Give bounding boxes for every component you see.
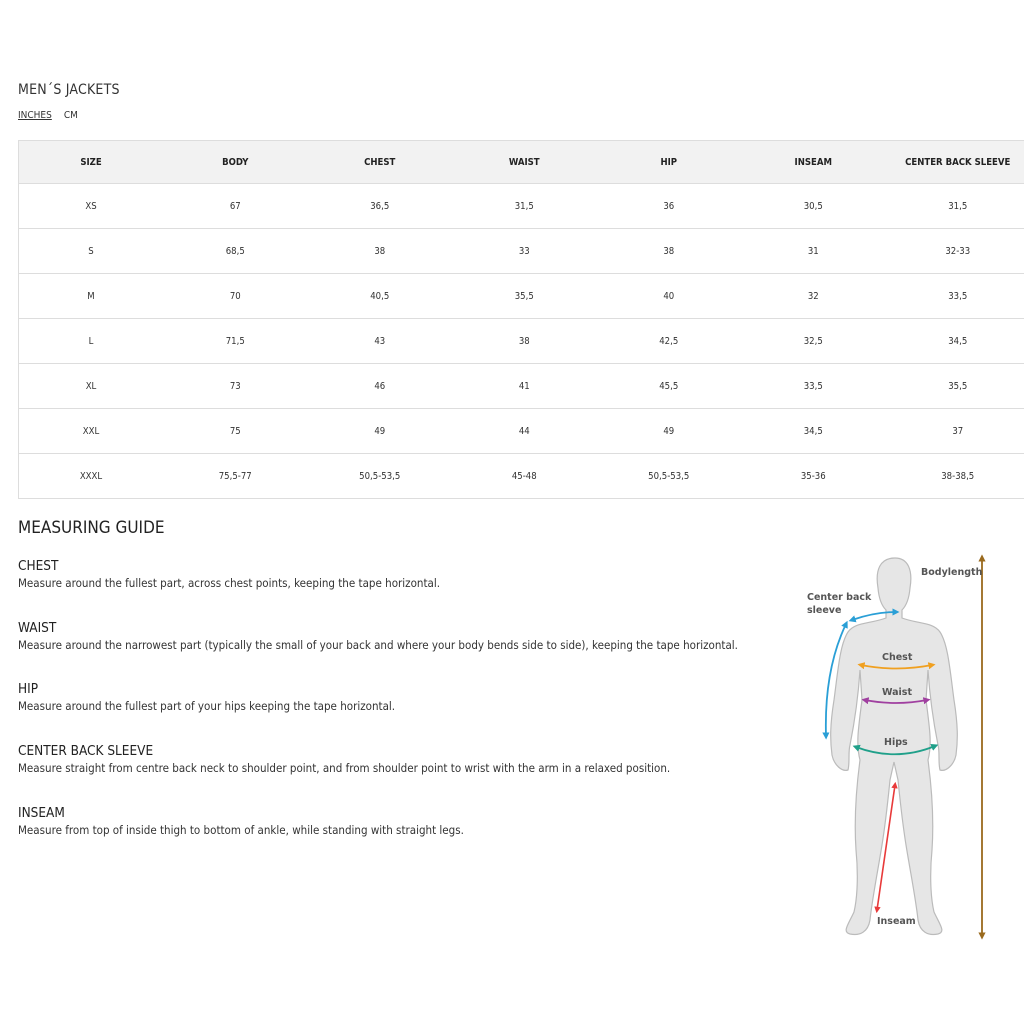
label-inseam: Inseam xyxy=(877,916,916,927)
table-cell: 67 xyxy=(163,183,308,229)
table-cell: 35-36 xyxy=(741,453,886,499)
guide-section: INSEAM Measure from top of inside thigh t… xyxy=(18,805,464,837)
table-cell: 50,5-53,5 xyxy=(307,453,452,499)
guide-section-title: INSEAM xyxy=(18,805,65,821)
label-bodylength: Bodylength xyxy=(921,567,983,578)
guide-section-text: Measure around the narrowest part (typic… xyxy=(18,638,738,652)
table-cell: 38 xyxy=(596,228,741,274)
table-row: XXXL 75,5-77 50,5-53,5 45-48 50,5-53,5 35-36 3… xyxy=(18,453,1024,499)
table-cell: 71,5 xyxy=(163,318,308,364)
column-header: CENTER BACK SLEEVE xyxy=(885,140,1024,184)
table-cell: XS xyxy=(18,183,163,229)
guide-section-text: Measure from top of inside thigh to bott… xyxy=(18,823,464,837)
guide-section: CHEST Measure around the fullest part, ac… xyxy=(18,558,440,590)
table-cell: 36 xyxy=(596,183,741,229)
guide-section-text: Measure around the fullest part of your … xyxy=(18,699,396,713)
sleeve-arrow-shoulder xyxy=(848,608,900,623)
table-cell: 31,5 xyxy=(452,183,597,229)
table-cell: XL xyxy=(18,363,163,409)
table-cell: 34,5 xyxy=(741,408,886,454)
body-measurement-figure: Bodylength Center back sleeve Chest Wais… xyxy=(807,554,986,940)
table-row: XS 67 36,5 31,5 36 30,5 31,5 xyxy=(18,183,1024,229)
table-row: L 71,5 43 38 42,5 32,5 34,5 xyxy=(18,318,1024,364)
measuring-guide-heading: MEASURING GUIDE xyxy=(18,518,165,538)
column-header: CHEST xyxy=(307,140,452,184)
sleeve-arrow-arm xyxy=(822,620,848,740)
table-row: XL 73 46 41 45,5 33,5 35,5 xyxy=(18,363,1024,409)
table-cell: 36,5 xyxy=(307,183,452,229)
table-cell: 40,5 xyxy=(307,273,452,319)
table-cell: 49 xyxy=(307,408,452,454)
table-cell: 70 xyxy=(163,273,308,319)
label-center-back: Center back xyxy=(807,592,872,603)
table-cell: 31 xyxy=(741,228,886,274)
table-cell: 43 xyxy=(307,318,452,364)
guide-section: HIP Measure around the fullest part of yo… xyxy=(18,681,395,713)
table-cell: 35,5 xyxy=(452,273,597,319)
table-cell: 49 xyxy=(596,408,741,454)
table-cell: 45,5 xyxy=(596,363,741,409)
waist-arrow xyxy=(861,697,931,705)
table-cell: 33,5 xyxy=(741,363,886,409)
table-row: S 68,5 38 33 38 31 32-33 xyxy=(18,228,1024,274)
page-title: MEN´S JACKETS xyxy=(18,82,120,98)
column-header: WAIST xyxy=(452,140,597,184)
unit-inches-tab[interactable]: INCHES xyxy=(18,110,52,121)
table-cell: 32-33 xyxy=(885,228,1024,274)
table-cell: L xyxy=(18,318,163,364)
table-cell: 32,5 xyxy=(741,318,886,364)
guide-section: WAIST Measure around the narrowest part (… xyxy=(18,620,738,652)
table-cell: 37 xyxy=(885,408,1024,454)
table-cell: 30,5 xyxy=(741,183,886,229)
table-cell: S xyxy=(18,228,163,274)
table-cell: 73 xyxy=(163,363,308,409)
column-header: HIP xyxy=(596,140,741,184)
table-cell: 38 xyxy=(452,318,597,364)
table-cell: 75,5-77 xyxy=(163,453,308,499)
label-sleeve: sleeve xyxy=(807,605,841,616)
column-header: BODY xyxy=(163,140,308,184)
table-cell: XXL xyxy=(18,408,163,454)
table-cell: 38-38,5 xyxy=(885,453,1024,499)
label-chest: Chest xyxy=(882,652,913,663)
table-cell: M xyxy=(18,273,163,319)
table-cell: 35,5 xyxy=(885,363,1024,409)
hips-arrow xyxy=(852,744,939,756)
unit-cm-tab[interactable]: CM xyxy=(63,110,78,121)
table-cell: 32 xyxy=(741,273,886,319)
table-row: M 70 40,5 35,5 40 32 33,5 xyxy=(18,273,1024,319)
table-cell: 50,5-53,5 xyxy=(596,453,741,499)
table-cell: 68,5 xyxy=(163,228,308,274)
guide-section-text: Measure around the fullest part, across … xyxy=(18,576,441,590)
table-cell: 33,5 xyxy=(885,273,1024,319)
table-cell: 42,5 xyxy=(596,318,741,364)
table-cell: 41 xyxy=(452,363,597,409)
label-waist: Waist xyxy=(882,687,912,698)
column-header: SIZE xyxy=(18,140,163,184)
table-cell: 44 xyxy=(452,408,597,454)
guide-section-title: HIP xyxy=(18,681,39,697)
guide-section-text: Measure straight from centre back neck t… xyxy=(18,761,671,775)
guide-section: CENTER BACK SLEEVE Measure straight from … xyxy=(18,743,670,775)
inseam-arrow xyxy=(874,781,898,914)
unit-switch: INCHES CM xyxy=(18,110,78,121)
table-cell: 33 xyxy=(452,228,597,274)
table-cell: 38 xyxy=(307,228,452,274)
guide-section-title: CHEST xyxy=(18,558,59,574)
table-cell: 31,5 xyxy=(885,183,1024,229)
guide-section-title: CENTER BACK SLEEVE xyxy=(18,743,154,759)
table-cell: 40 xyxy=(596,273,741,319)
table-cell: 45-48 xyxy=(452,453,597,499)
table-cell: XXXL xyxy=(18,453,163,499)
table-header-row: SIZE BODY CHEST WAIST HIP INSEAM CENTER BACK S… xyxy=(18,140,1024,184)
size-table: SIZE BODY CHEST WAIST HIP INSEAM CENTER BACK S… xyxy=(18,140,1024,499)
column-header: INSEAM xyxy=(741,140,886,184)
chest-arrow xyxy=(857,662,936,670)
table-row: XXL 75 49 44 49 34,5 37 xyxy=(18,408,1024,454)
guide-section-title: WAIST xyxy=(18,620,57,636)
table-cell: 75 xyxy=(163,408,308,454)
table-cell: 34,5 xyxy=(885,318,1024,364)
label-hips: Hips xyxy=(884,737,908,748)
table-cell: 46 xyxy=(307,363,452,409)
